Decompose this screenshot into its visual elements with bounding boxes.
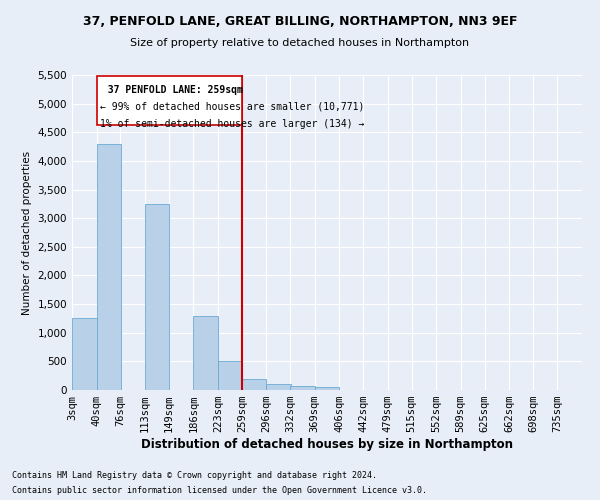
FancyBboxPatch shape [97,76,242,126]
Bar [315,386,339,390]
Y-axis label: Number of detached properties: Number of detached properties [22,150,32,314]
Text: 37 PENFOLD LANE: 259sqm: 37 PENFOLD LANE: 259sqm [96,84,242,94]
Bar [145,204,169,390]
Text: ← 99% of detached houses are smaller (10,771): ← 99% of detached houses are smaller (10… [100,102,364,112]
Bar [218,362,242,390]
X-axis label: Distribution of detached houses by size in Northampton: Distribution of detached houses by size … [141,438,513,451]
Bar [290,386,315,390]
Bar [72,318,97,390]
Text: Contains HM Land Registry data © Crown copyright and database right 2024.: Contains HM Land Registry data © Crown c… [12,471,377,480]
Bar [193,316,218,390]
Text: Size of property relative to detached houses in Northampton: Size of property relative to detached ho… [130,38,470,48]
Text: Contains public sector information licensed under the Open Government Licence v3: Contains public sector information licen… [12,486,427,495]
Text: 37, PENFOLD LANE, GREAT BILLING, NORTHAMPTON, NN3 9EF: 37, PENFOLD LANE, GREAT BILLING, NORTHAM… [83,15,517,28]
Text: 1% of semi-detached houses are larger (134) →: 1% of semi-detached houses are larger (1… [100,119,364,129]
Bar [97,144,121,390]
Bar [266,384,291,390]
Bar [242,378,266,390]
